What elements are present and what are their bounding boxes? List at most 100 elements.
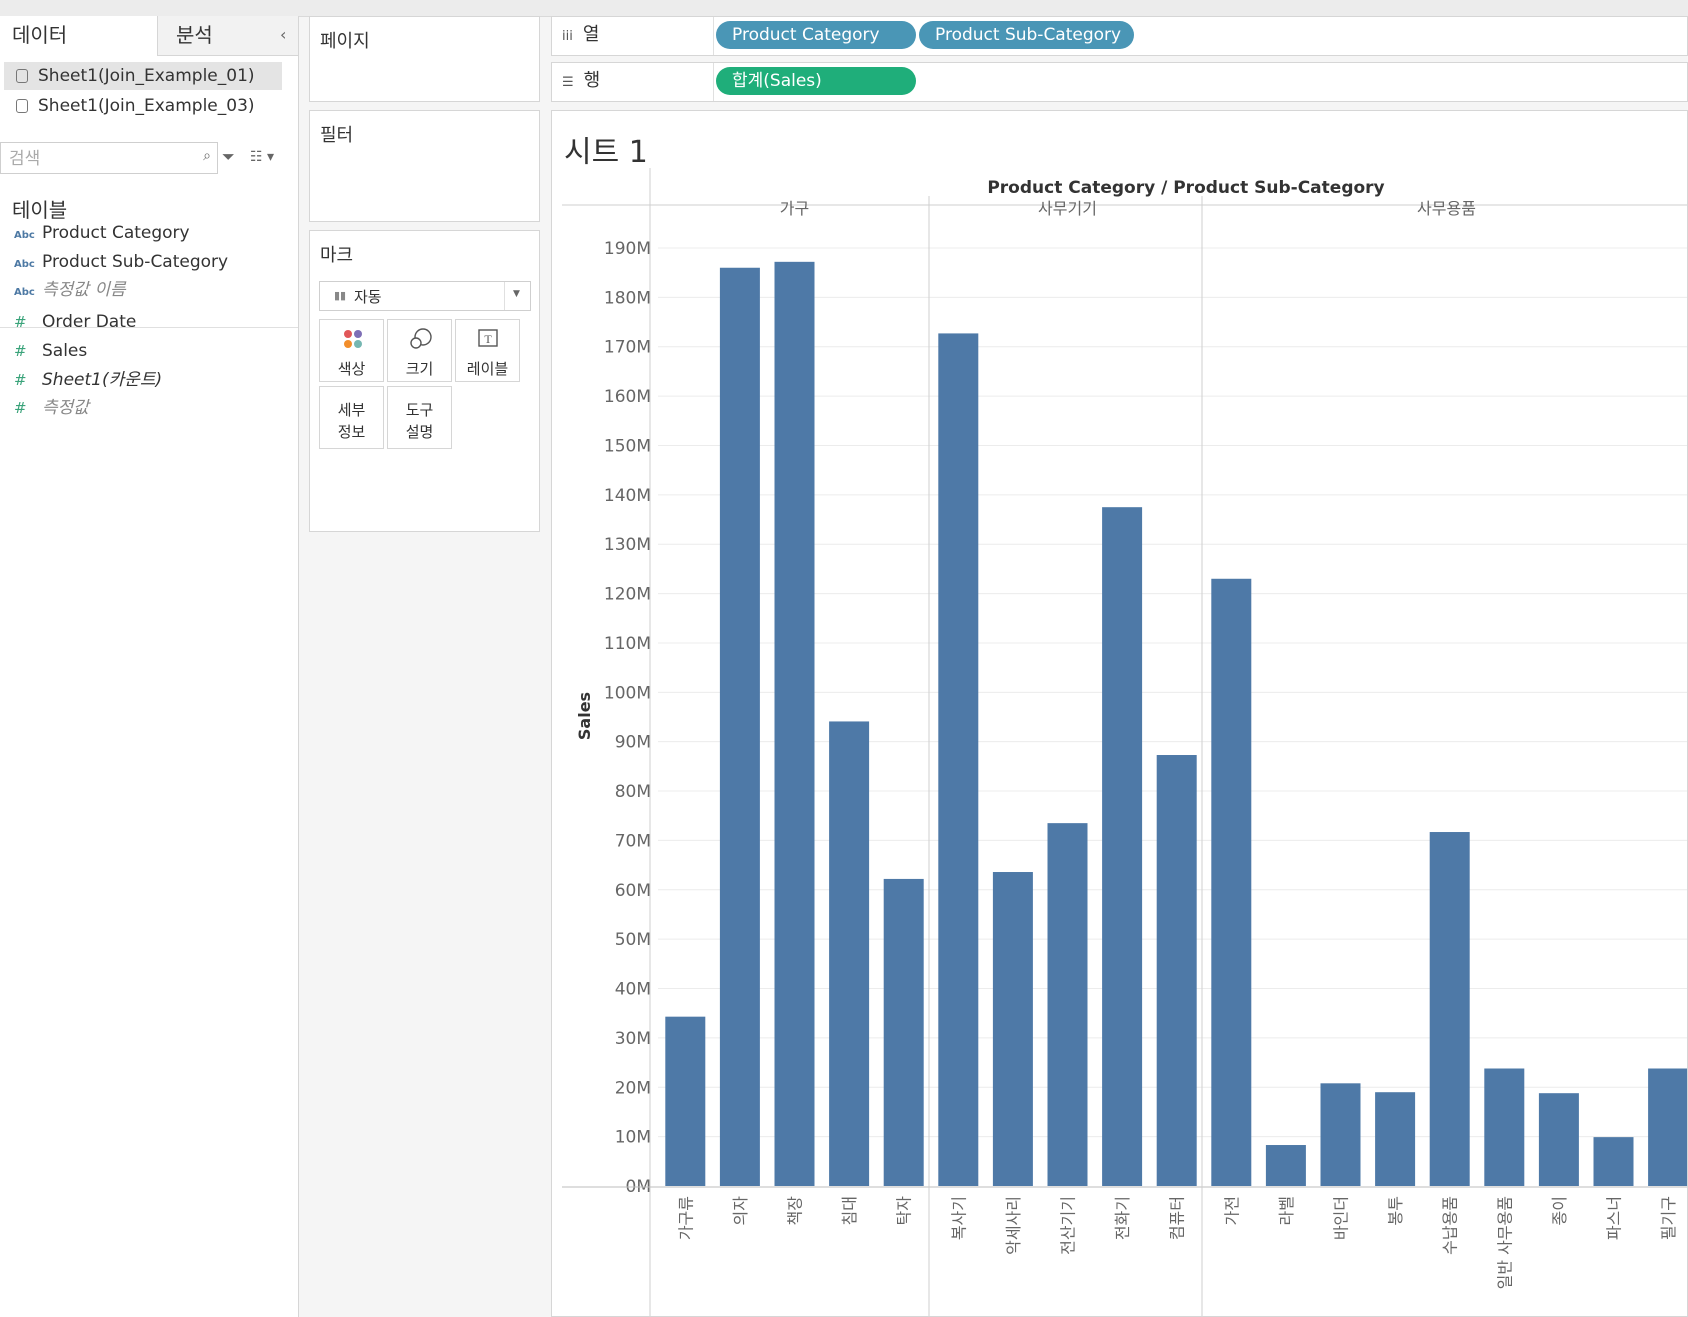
detail-button-label: 세부 정보	[320, 399, 383, 443]
x-tick-label: 악세사리	[1004, 1196, 1023, 1255]
x-tick-label: 전화기	[1113, 1196, 1132, 1240]
bar	[1265, 1145, 1306, 1186]
tooltip-label-line: 도구	[405, 401, 434, 419]
rows-shelf-label: ☰ 행	[552, 63, 714, 101]
x-tick-label: 봉투	[1386, 1196, 1405, 1225]
label-button[interactable]: T 레이블	[455, 319, 520, 382]
search-input[interactable]	[7, 147, 191, 171]
field-label: 측정값	[42, 398, 89, 418]
x-tick-label: 라벨	[1277, 1196, 1296, 1225]
svg-text:T: T	[484, 332, 492, 346]
bar	[1156, 755, 1197, 1186]
field-item[interactable]: # Order Date	[14, 308, 136, 336]
field-item[interactable]: # 측정값	[14, 394, 89, 422]
data-source-label: Sheet1(Join_Example_03)	[38, 96, 255, 116]
pill-sum-sales[interactable]: 합계(Sales)	[716, 67, 916, 95]
detail-label-line: 정보	[337, 423, 366, 441]
data-pane: 데이터 분석 ‹ Sheet1(Join_Example_01) Sheet1(…	[0, 16, 299, 1317]
x-tick-label: 컴퓨터	[1168, 1196, 1187, 1240]
search-box: ⌕	[0, 142, 218, 174]
group-header-label: 사무기기	[1038, 199, 1097, 218]
header-title: Product Category / Product Sub-Category	[987, 178, 1384, 198]
number-type-icon: #	[14, 342, 27, 360]
filter-icon[interactable]: ⏷	[222, 147, 235, 166]
mark-type-dropdown[interactable]: ▮▮ 자동 ▼	[319, 281, 531, 311]
field-item[interactable]: Abc Product Category	[14, 219, 190, 247]
columns-shelf[interactable]: iii 열 Product Category Product Sub-Catego…	[551, 16, 1688, 56]
bar	[1538, 1093, 1579, 1186]
color-button[interactable]: 색상	[319, 319, 384, 382]
detail-button[interactable]: 세부 정보	[319, 386, 384, 449]
data-source-item[interactable]: Sheet1(Join_Example_01)	[4, 62, 282, 90]
columns-shelf-label: iii 열	[552, 17, 714, 55]
bar-chart-icon: ▮▮	[334, 289, 347, 302]
field-label: Order Date	[42, 312, 137, 332]
field-item[interactable]: Abc Product Sub-Category	[14, 248, 228, 276]
columns-label-text: 열	[582, 24, 600, 45]
number-type-icon: #	[14, 371, 27, 389]
size-button-label: 크기	[405, 360, 434, 378]
pages-card-title: 페이지	[320, 31, 370, 52]
size-button[interactable]: 크기	[387, 319, 452, 382]
x-tick-label: 책장	[786, 1196, 805, 1226]
x-tick-label: 일반 사무용품	[1495, 1196, 1514, 1289]
bar	[829, 721, 870, 1186]
marks-card-title: 마크	[320, 245, 354, 266]
tables-heading: 테이블	[12, 198, 68, 222]
tab-analysis[interactable]: 분석	[158, 16, 298, 56]
pages-card[interactable]: 페이지	[309, 16, 540, 102]
pill-product-sub-category[interactable]: Product Sub-Category	[919, 21, 1134, 49]
filters-card-title: 필터	[320, 125, 354, 146]
tab-data[interactable]: 데이터	[0, 16, 158, 56]
color-button-label: 색상	[337, 360, 366, 378]
field-item[interactable]: Abc 측정값 이름	[14, 276, 126, 304]
string-type-icon: Abc	[14, 259, 35, 270]
field-label: Sheet1(카운트)	[42, 370, 163, 390]
bar	[1102, 507, 1143, 1186]
view-options-icon[interactable]: ☷ ▾	[250, 149, 275, 165]
y-tick-label: 50M	[615, 930, 651, 950]
database-icon	[16, 69, 28, 83]
field-item[interactable]: # Sales	[14, 337, 87, 365]
number-type-icon: #	[14, 313, 27, 331]
string-type-icon: Abc	[14, 287, 35, 298]
bar	[1211, 578, 1252, 1186]
x-tick-label: 가전	[1222, 1196, 1241, 1225]
y-tick-label: 100M	[604, 683, 651, 703]
pill-product-category[interactable]: Product Category	[716, 21, 916, 49]
y-tick-label: 10M	[615, 1128, 651, 1148]
bar	[1320, 1083, 1361, 1186]
field-item[interactable]: # Sheet1(카운트)	[14, 366, 162, 394]
x-tick-label: 전산기기	[1059, 1196, 1078, 1255]
color-dots-icon	[344, 330, 362, 348]
field-label: Product Sub-Category	[42, 252, 229, 272]
bar	[1593, 1137, 1634, 1186]
mark-type-dropdown-button[interactable]: ▼	[504, 282, 531, 310]
y-tick-label: 110M	[604, 634, 651, 654]
y-tick-label: 80M	[615, 782, 651, 802]
database-icon	[16, 99, 28, 113]
collapse-pane-icon[interactable]: ‹	[280, 25, 287, 44]
x-tick-label: 침대	[840, 1196, 859, 1225]
data-source-item[interactable]: Sheet1(Join_Example_03)	[4, 92, 282, 120]
group-header-label: 가구	[780, 199, 809, 218]
columns-icon: iii	[562, 29, 573, 44]
y-tick-label: 180M	[604, 288, 651, 308]
tooltip-label-line: 설명	[405, 423, 434, 441]
y-tick-label: 90M	[615, 733, 651, 753]
x-tick-label: 복사기	[949, 1196, 968, 1240]
y-tick-label: 120M	[604, 585, 651, 605]
search-icon[interactable]: ⌕	[203, 148, 211, 164]
y-tick-label: 40M	[615, 980, 651, 1000]
bar	[719, 267, 760, 1186]
bar	[938, 333, 979, 1186]
y-axis-title: Sales	[575, 692, 594, 740]
x-tick-label: 파스너	[1605, 1196, 1624, 1240]
filters-card[interactable]: 필터	[309, 110, 540, 222]
sheet-title: 시트 1	[564, 135, 648, 170]
rows-shelf[interactable]: ☰ 행 합계(Sales)	[551, 62, 1688, 102]
x-tick-label: 필기구	[1659, 1196, 1678, 1240]
number-type-icon: #	[14, 399, 27, 417]
